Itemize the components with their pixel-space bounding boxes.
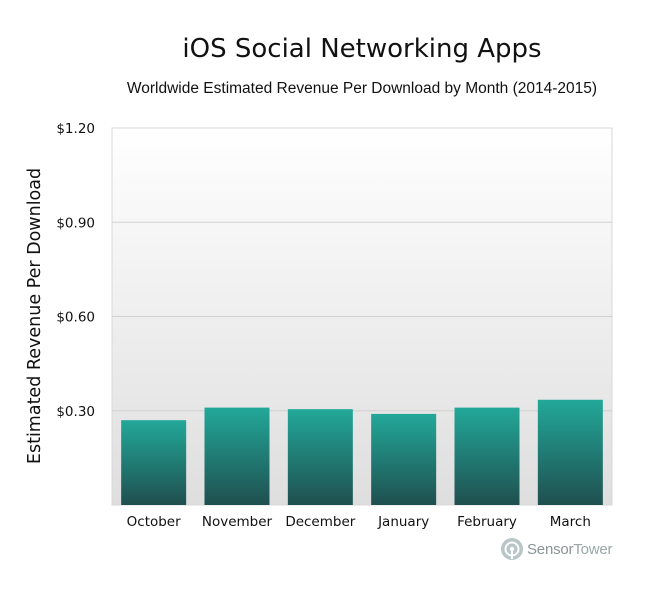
y-axis-label: Estimated Revenue Per Download: [25, 168, 45, 464]
watermark-brand-b: Tower: [573, 540, 613, 558]
chart-title: iOS Social Networking Apps: [182, 34, 542, 64]
x-axis: October November December January February Ma…: [127, 514, 591, 530]
grid-layer: [112, 221, 612, 412]
sensor-tower-logo-icon: [501, 538, 523, 560]
x-tick-label: November: [202, 514, 273, 530]
x-tick-label: March: [550, 514, 591, 530]
bar-october: [121, 420, 187, 505]
bar-november: [204, 407, 270, 505]
y-tick-label: $0.60: [56, 310, 95, 326]
y-tick-label: $0.30: [56, 404, 95, 420]
sensor-tower-watermark: SensorTower: [500, 536, 613, 562]
x-tick-label: October: [127, 514, 181, 530]
y-tick-label: $0.90: [56, 215, 95, 231]
bar-february: [454, 407, 520, 505]
y-axis: $0.30 $0.60 $0.90 $1.20: [56, 121, 95, 420]
x-tick-label: February: [457, 514, 517, 530]
bar-december: [287, 409, 353, 505]
chart-subtitle: Worldwide Estimated Revenue Per Download…: [126, 80, 598, 97]
bar-layer: [121, 399, 603, 505]
bar-march: [537, 399, 603, 505]
x-tick-label: January: [377, 514, 429, 530]
y-tick-label: $1.20: [56, 121, 95, 137]
watermark-brand-a: Sensor: [527, 540, 574, 558]
bar-january: [371, 413, 437, 505]
x-tick-label: December: [285, 514, 355, 530]
